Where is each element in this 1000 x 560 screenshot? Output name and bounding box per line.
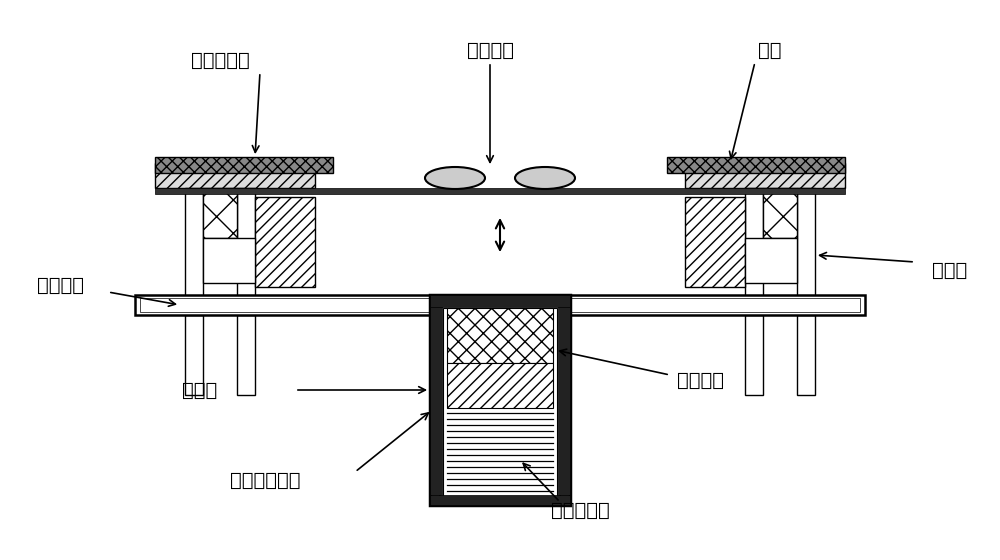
Bar <box>430 295 570 505</box>
Bar <box>237 188 255 303</box>
Text: 超导磁体: 超导磁体 <box>676 371 724 390</box>
Bar <box>763 188 797 238</box>
Bar <box>797 188 815 303</box>
Text: 制冷机冷头: 制冷机冷头 <box>551 501 609 520</box>
Bar <box>447 308 553 363</box>
Bar <box>685 163 845 188</box>
Bar <box>155 157 333 173</box>
Bar <box>155 163 315 188</box>
Bar <box>255 197 315 287</box>
Ellipse shape <box>425 167 485 189</box>
Bar <box>430 295 442 495</box>
Bar <box>203 238 255 283</box>
Bar <box>558 295 570 495</box>
Bar <box>135 295 865 315</box>
Bar <box>430 495 570 505</box>
Bar <box>745 238 797 283</box>
Bar <box>797 315 815 395</box>
Bar <box>667 157 845 173</box>
Text: 软铁轭: 软铁轭 <box>182 380 218 399</box>
Bar <box>185 315 203 395</box>
Bar <box>440 305 560 500</box>
Bar <box>185 188 203 303</box>
Text: 靶材: 靶材 <box>758 40 782 59</box>
Bar <box>443 308 557 497</box>
Ellipse shape <box>515 167 575 189</box>
Bar <box>447 363 553 408</box>
Text: 真空腔法兰: 真空腔法兰 <box>191 50 249 69</box>
Bar <box>203 188 237 238</box>
Bar <box>430 295 570 307</box>
Text: 等离子体: 等离子体 <box>466 40 514 59</box>
Bar <box>745 315 763 395</box>
Text: 绝缘体: 绝缘体 <box>932 260 968 279</box>
Bar <box>237 315 255 395</box>
Bar <box>685 197 745 287</box>
Bar <box>140 298 860 312</box>
Bar <box>155 188 845 194</box>
Text: 制冷机真空腔: 制冷机真空腔 <box>230 470 300 489</box>
Bar <box>745 188 763 303</box>
Text: 水冷背板: 水冷背板 <box>37 276 84 295</box>
